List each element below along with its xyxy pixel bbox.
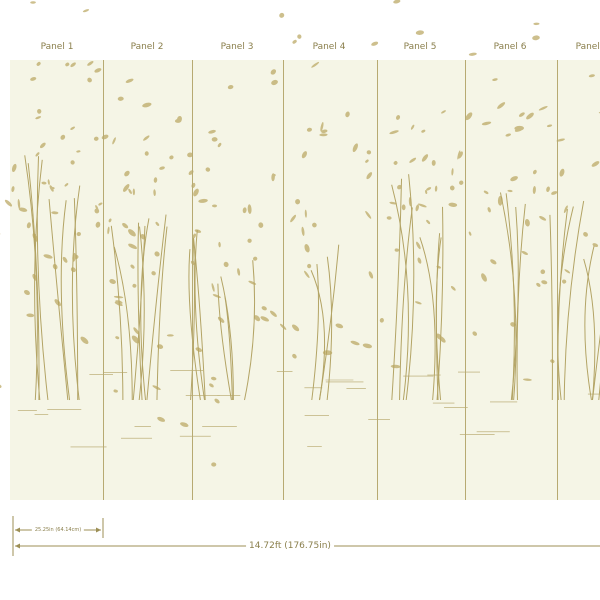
panel-divider bbox=[103, 60, 104, 500]
panel-label: Panel 6 bbox=[493, 42, 527, 52]
panel-divider bbox=[465, 60, 466, 500]
panel-divider bbox=[377, 60, 378, 500]
panel-label: Panel 3 bbox=[220, 42, 254, 52]
panel-label: Panel 4 bbox=[312, 42, 346, 52]
panel-label: Panel 1 bbox=[40, 42, 74, 52]
panel-divider bbox=[192, 60, 193, 500]
total-width-label: 14.72ft (176.75in) bbox=[246, 541, 334, 551]
arrow-left-icon bbox=[15, 527, 20, 533]
panel-divider bbox=[557, 60, 558, 500]
panel-label: Panel 2 bbox=[130, 42, 164, 52]
panel-width-label: 25.25in (64.14cm) bbox=[31, 527, 85, 533]
mural-preview bbox=[10, 60, 600, 500]
panel-label: Panel 7 bbox=[575, 42, 600, 52]
arrow-right-icon bbox=[96, 527, 101, 533]
panel-divider bbox=[283, 60, 284, 500]
panel-label: Panel 5 bbox=[403, 42, 437, 52]
arrow-left-icon bbox=[15, 543, 20, 549]
